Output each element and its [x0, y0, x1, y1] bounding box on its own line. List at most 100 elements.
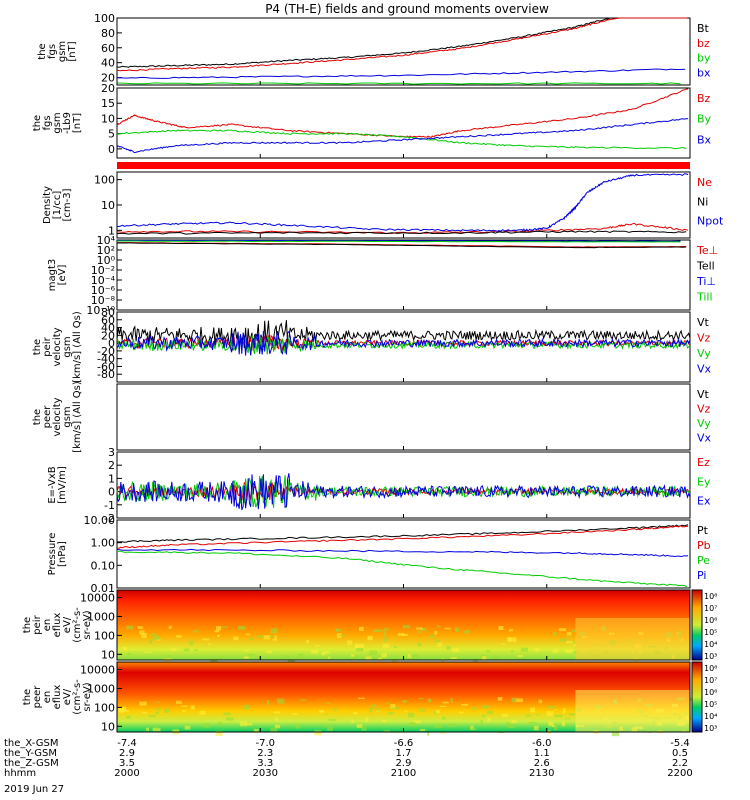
- heatmap-cell: [510, 650, 514, 653]
- legend-entry: by: [697, 52, 711, 65]
- heatmap-cell: [266, 650, 272, 654]
- heatmap-cell: [501, 643, 507, 645]
- heatmap-cell: [149, 639, 153, 644]
- y-tick-label: 60: [101, 42, 115, 55]
- heatmap-cell: [283, 655, 289, 660]
- y-axis-label: gsm: [62, 406, 73, 427]
- heatmap-cell: [566, 631, 572, 636]
- colorbar-tick-label: 10⁸: [704, 592, 717, 601]
- legend-entry: Bz: [697, 92, 711, 105]
- colorbar-tick-label: 10⁵: [704, 700, 717, 709]
- legend-entry: Till: [696, 291, 713, 304]
- heatmap-cell: [269, 635, 275, 638]
- y-axis-label: the: [32, 115, 43, 131]
- heatmap-cell: [199, 710, 206, 715]
- heatmap-cell: [390, 707, 399, 710]
- x-axis-value: 2.6: [534, 758, 550, 769]
- series-line-Vz: [116, 334, 691, 351]
- heatmap-cell: [183, 648, 190, 652]
- heatmap-cell: [404, 710, 408, 713]
- heatmap-cell: [148, 715, 156, 718]
- heatmap-cell: [551, 725, 555, 727]
- heatmap-cell: [441, 658, 445, 664]
- heatmap-cell: [243, 649, 249, 652]
- colorbar-tick-label: 10⁵: [704, 628, 717, 637]
- y-tick-label: 0.01: [91, 582, 116, 595]
- y-tick-label: -40: [97, 353, 115, 366]
- y-tick-label: 10²: [97, 244, 115, 257]
- heatmap-cell: [166, 655, 172, 658]
- heatmap-cell: [361, 726, 367, 731]
- y-axis-label: fgs: [47, 44, 58, 59]
- heatmap-cell: [171, 648, 177, 651]
- colorbar-tick-label: 10⁴: [704, 712, 717, 721]
- legend-entry: Bt: [697, 22, 710, 35]
- heatmap-cell: [299, 699, 307, 701]
- y-axis-label: [nT]: [67, 41, 78, 61]
- y-tick-label: 40: [101, 322, 115, 335]
- heatmap-cell: [383, 730, 391, 733]
- x-axis-value: -7.4: [117, 738, 137, 749]
- x-axis-row-label: hhmm: [4, 768, 36, 779]
- y-tick-label: 10.00: [84, 514, 116, 527]
- heatmap-cell: [119, 706, 127, 711]
- heatmap-cell: [295, 724, 301, 729]
- heatmap-cell: [506, 721, 511, 726]
- y-tick-label: 10⁻⁴: [91, 274, 116, 287]
- x-axis-value: 3.3: [257, 758, 273, 769]
- panel-frame: [116, 239, 691, 311]
- heatmap-cell: [237, 625, 246, 630]
- series-line-Npot: [116, 173, 689, 232]
- heatmap-cell: [193, 630, 199, 633]
- heatmap-cell: [564, 649, 573, 653]
- heatmap-cell: [446, 645, 451, 650]
- y-axis-label: [cm-3]: [62, 188, 73, 221]
- heatmap-cell: [434, 630, 438, 635]
- heatmap-cell: [421, 627, 427, 631]
- legend-entry: bz: [697, 37, 710, 50]
- heatmap-cell: [563, 708, 566, 713]
- heatmap-cell: [428, 698, 432, 703]
- heatmap-cell: [126, 715, 131, 719]
- heatmap-cell: [373, 629, 380, 633]
- heatmap-cell: [573, 644, 577, 646]
- heatmap-cell: [307, 658, 316, 660]
- x-axis-value: 2100: [391, 768, 416, 779]
- heatmap-cell: [218, 721, 222, 726]
- heatmap-cell: [225, 717, 234, 721]
- heatmap-cell: [437, 642, 442, 647]
- heatmap-cell: [382, 643, 390, 649]
- heatmap-cell: [141, 633, 147, 638]
- heatmap-cell: [217, 656, 226, 659]
- series-line-Tell: [116, 242, 687, 249]
- y-axis-label: the: [22, 689, 33, 705]
- y-tick-label: 20: [101, 329, 115, 342]
- y-tick-label: 100: [94, 701, 115, 714]
- y-axis-label: Pressure: [47, 533, 58, 576]
- heatmap-cell: [480, 719, 483, 725]
- heatmap-cell: [122, 646, 128, 651]
- heatmap-cell: [416, 627, 423, 630]
- heatmap-cell: [492, 656, 500, 660]
- legend-entry: Ex: [697, 495, 711, 508]
- heatmap-cell: [402, 700, 407, 703]
- colorbar: [691, 661, 703, 733]
- y-axis-label: the: [32, 339, 43, 355]
- legend-entry: Te⊥: [696, 244, 718, 257]
- x-axis-value: 2000: [114, 768, 139, 779]
- heatmap-cell: [321, 652, 326, 656]
- separator-bar: [117, 162, 690, 169]
- y-tick-label: 3: [108, 446, 115, 459]
- heatmap-cell: [517, 654, 524, 657]
- heatmap-cell: [137, 626, 144, 629]
- heatmap-cell: [274, 724, 281, 729]
- legend-entry: Ey: [697, 475, 711, 488]
- heatmap-cell: [369, 707, 373, 713]
- x-axis-value: -6.0: [532, 738, 552, 749]
- y-tick-label: 10⁻⁸: [91, 294, 116, 307]
- heatmap-cell: [520, 647, 528, 652]
- heatmap-cell: [155, 711, 159, 715]
- heatmap-cell: [420, 708, 426, 712]
- heatmap-cell: [347, 640, 353, 645]
